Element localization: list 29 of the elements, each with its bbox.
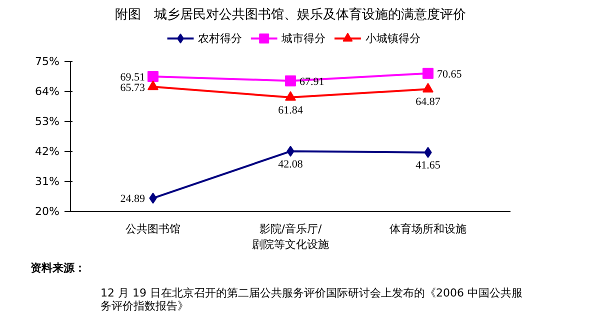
point [285,75,296,86]
data-label: 42.08 [278,158,304,170]
data-label: 64.87 [416,96,441,108]
point [422,68,434,79]
legend-label: 农村得分 [198,32,242,45]
y-tick-label: 64% [35,85,60,98]
data-label: 70.65 [437,68,462,80]
y-tick-label: 31% [35,175,60,188]
y-tick-label: 42% [35,145,60,158]
text: 12 月 19 日在北京召开的第二届公共服务评价国际研讨会上发布的《2006 中国公共服务评价指数报告》 [100,286,522,312]
point [148,80,158,90]
data-label: 69.51 [120,71,145,84]
data-label: 65.73 [120,82,146,94]
point [285,91,296,101]
point [148,70,158,82]
data-label: 41.65 [416,159,441,172]
x-tick-label: 体育场所和设施 [390,222,466,236]
y-tick-label: 53% [35,115,60,128]
data-label: 24.89 [120,193,146,206]
x-tick-label: 公共图书馆 [126,222,180,236]
data-label: 61.84 [278,104,304,116]
x-tick-label: 影院/音乐厅/ 剧院等文化设施 [252,222,329,252]
legend-label: 小城镇得分 [365,32,420,45]
y-tick-label: 75% [35,55,60,68]
chart-title: 附图 城乡居民对公共图书馆、娱乐及体育设施的满意度评价 [115,6,466,22]
y-tick-label: 20% [35,205,60,218]
legend-label: 城市得分 [280,32,326,45]
text: 资料来源： [30,262,86,274]
point [422,82,434,93]
